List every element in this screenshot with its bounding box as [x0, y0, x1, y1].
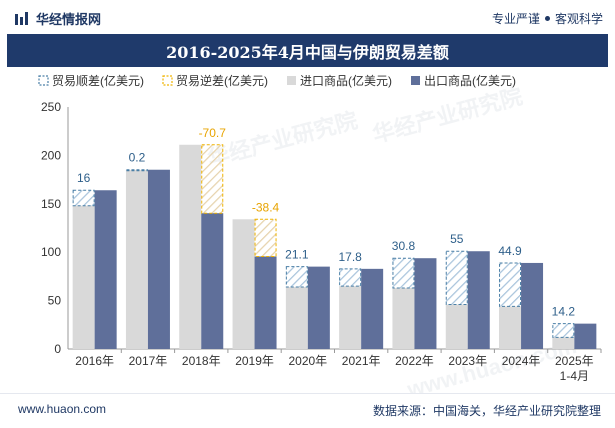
balance-data-label: -38.4: [252, 200, 280, 214]
chart-labels: 16 0.2 -70.7 -38.4 21.1 17.8 30.8 55 44.9 14.2: [77, 126, 575, 319]
surplus-bar: [339, 268, 362, 287]
legend-label-deficit: 贸易逆差(亿美元): [176, 74, 268, 88]
legend-swatch-deficit-icon: [162, 75, 173, 86]
import-bar: [392, 288, 415, 349]
export-bar: [94, 190, 117, 349]
balance-data-label: 14.2: [552, 305, 576, 319]
chart-legend: 贸易顺差(亿美元) 贸易逆差(亿美元) 进口商品(亿美元) 出口商品(亿美元): [38, 72, 516, 89]
slogan-dot-icon: [544, 16, 550, 21]
x-tick-label: 2022年: [395, 354, 434, 368]
y-tick-label: 100: [41, 245, 61, 259]
x-tick-label: 2016年: [75, 354, 114, 368]
surplus-outline: [125, 169, 148, 172]
surplus-outline: [552, 323, 575, 338]
x-tick-label: 2020年: [288, 354, 327, 368]
footer: www.huaon.com 数据来源：中国海关，华经产业研究院整理: [0, 393, 615, 428]
slogan-right: 客观科学: [554, 12, 603, 26]
brand-name: 华经情报网: [36, 12, 102, 27]
footer-website-link[interactable]: www.huaon.com: [18, 402, 107, 416]
y-tick-label: 150: [41, 197, 61, 211]
top-bar: 华经情报网 专业严谨 客观科学: [0, 0, 615, 34]
balance-data-label: 21.1: [285, 248, 309, 262]
legend-item-import: 进口商品(亿美元): [286, 72, 392, 89]
surplus-outline: [339, 268, 362, 287]
import-bar: [72, 205, 95, 349]
export-bar: [201, 213, 224, 349]
export-bar: [361, 268, 384, 349]
legend-item-export: 出口商品(亿美元): [410, 72, 516, 89]
legend-label-export: 出口商品(亿美元): [424, 74, 516, 88]
x-tick-label: 1-4月: [560, 369, 589, 383]
balance-data-label: 16: [77, 171, 91, 185]
surplus-bar: [392, 258, 415, 289]
balance-data-label: 0.2: [129, 151, 146, 165]
deficit-outline: [201, 144, 224, 214]
y-tick-label: 0: [54, 342, 61, 356]
chart-title-bar: 2016-2025年4月中国与伊朗贸易差额: [7, 34, 608, 67]
slogan: 专业严谨 客观科学: [492, 10, 603, 27]
chart-axes: 0 50 100 150 200 250 2016年 2017年 2018年 2019年 2020年…: [41, 100, 602, 383]
x-tick-label: 2017年: [129, 354, 168, 368]
y-tick-label: 200: [41, 148, 61, 162]
deficit-bar: [254, 219, 277, 257]
surplus-bar: [285, 266, 308, 288]
import-bar: [499, 306, 522, 349]
brand[interactable]: 华经情报网: [14, 9, 101, 28]
balance-data-label: 30.8: [392, 239, 416, 253]
surplus-outline: [445, 250, 468, 305]
import-bar: [125, 169, 148, 349]
legend-label-surplus: 贸易顺差(亿美元): [52, 74, 144, 88]
slogan-left: 专业严谨: [491, 12, 540, 26]
import-bar: [339, 286, 362, 349]
chart-bars: [72, 144, 597, 349]
surplus-outline: [392, 257, 415, 289]
import-bar: [552, 337, 575, 349]
x-tick-label: 2021年: [342, 354, 381, 368]
chart-title: 2016-2025年4月中国与伊朗贸易差额: [166, 42, 449, 62]
export-bar: [307, 266, 330, 349]
import-bar: [232, 219, 255, 349]
balance-data-label: 44.9: [498, 244, 522, 258]
x-tick-label: 2024年: [502, 354, 541, 368]
export-bar: [521, 262, 544, 349]
export-bar: [147, 169, 170, 349]
export-bar: [574, 323, 597, 349]
surplus-outline: [285, 266, 308, 288]
legend-item-deficit: 贸易逆差(亿美元): [162, 72, 268, 89]
deficit-outline: [254, 218, 277, 257]
legend-label-import: 进口商品(亿美元): [300, 74, 392, 88]
surplus-bar: [552, 323, 575, 338]
brand-logo-icon: [15, 11, 28, 25]
legend-swatch-export-icon: [411, 76, 420, 85]
surplus-outline: [72, 189, 95, 207]
bar-chart: 0 50 100 150 200 250 2016年 2017年 2018年 2019年 2020年…: [41, 100, 602, 383]
export-bar: [414, 258, 437, 349]
surplus-bar: [445, 251, 468, 305]
legend-item-surplus: 贸易顺差(亿美元): [38, 72, 144, 89]
export-bar: [467, 251, 490, 349]
balance-data-label: 55: [450, 232, 464, 246]
surplus-bar: [499, 262, 522, 307]
balance-data-label: -70.7: [199, 126, 227, 140]
export-bar: [254, 256, 277, 349]
import-bar: [285, 287, 308, 349]
surplus-bar: [72, 190, 95, 206]
x-tick-label: 2025年: [555, 354, 594, 368]
legend-swatch-import-icon: [287, 76, 296, 85]
x-tick-label: 2019年: [235, 354, 274, 368]
x-tick-label: 2018年: [182, 354, 221, 368]
surplus-outline: [499, 262, 522, 307]
deficit-bar: [201, 144, 224, 214]
import-bar: [179, 144, 202, 349]
y-tick-label: 50: [48, 294, 62, 308]
import-bar: [445, 304, 468, 349]
y-tick-label: 250: [41, 100, 61, 114]
footer-source: 数据来源：中国海关，华经产业研究院整理: [372, 404, 601, 418]
balance-data-label: 17.8: [338, 250, 362, 264]
x-tick-label: 2023年: [448, 354, 487, 368]
legend-swatch-surplus-icon: [38, 75, 49, 86]
